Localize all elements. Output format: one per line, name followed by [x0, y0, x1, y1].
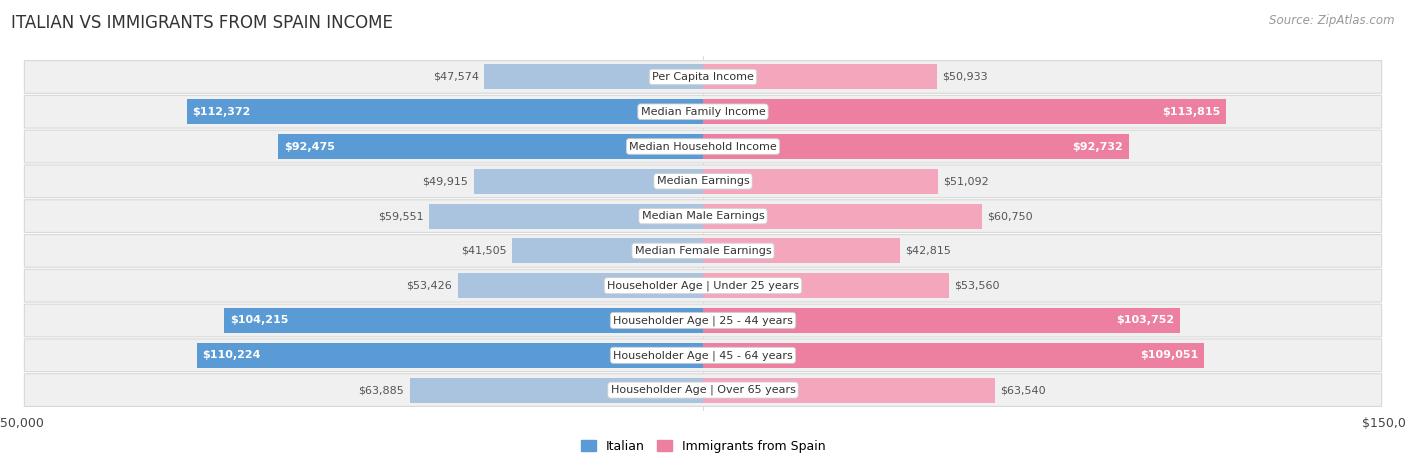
- Bar: [703, 204, 981, 229]
- FancyBboxPatch shape: [24, 374, 1382, 406]
- Text: ITALIAN VS IMMIGRANTS FROM SPAIN INCOME: ITALIAN VS IMMIGRANTS FROM SPAIN INCOME: [11, 14, 394, 32]
- FancyBboxPatch shape: [24, 130, 1382, 163]
- Bar: [703, 308, 1180, 333]
- Text: Source: ZipAtlas.com: Source: ZipAtlas.com: [1270, 14, 1395, 27]
- Bar: [703, 238, 900, 263]
- Text: $92,732: $92,732: [1073, 142, 1123, 151]
- FancyBboxPatch shape: [24, 61, 1382, 93]
- Text: $63,540: $63,540: [1000, 385, 1046, 395]
- FancyBboxPatch shape: [24, 234, 1382, 267]
- Bar: [485, 64, 703, 90]
- Bar: [703, 377, 995, 403]
- Text: $103,752: $103,752: [1116, 316, 1174, 325]
- Bar: [703, 64, 936, 90]
- FancyBboxPatch shape: [24, 165, 1382, 198]
- Text: $53,560: $53,560: [955, 281, 1000, 290]
- Text: Median Earnings: Median Earnings: [657, 177, 749, 186]
- Text: $92,475: $92,475: [284, 142, 335, 151]
- Text: $112,372: $112,372: [193, 107, 250, 117]
- Text: $110,224: $110,224: [202, 350, 260, 360]
- Bar: [703, 273, 949, 298]
- Bar: [512, 238, 703, 263]
- Bar: [703, 169, 938, 194]
- Bar: [409, 377, 703, 403]
- Bar: [474, 169, 703, 194]
- FancyBboxPatch shape: [24, 269, 1382, 302]
- Bar: [225, 308, 703, 333]
- Text: $51,092: $51,092: [943, 177, 988, 186]
- Bar: [703, 134, 1129, 159]
- Text: Median Female Earnings: Median Female Earnings: [634, 246, 772, 256]
- Bar: [187, 99, 703, 124]
- Text: $109,051: $109,051: [1140, 350, 1198, 360]
- Text: Per Capita Income: Per Capita Income: [652, 72, 754, 82]
- Text: $63,885: $63,885: [359, 385, 404, 395]
- Text: $47,574: $47,574: [433, 72, 479, 82]
- Bar: [197, 343, 703, 368]
- FancyBboxPatch shape: [24, 95, 1382, 128]
- Text: Median Household Income: Median Household Income: [628, 142, 778, 151]
- Text: $104,215: $104,215: [229, 316, 288, 325]
- Text: Householder Age | 45 - 64 years: Householder Age | 45 - 64 years: [613, 350, 793, 361]
- Text: $60,750: $60,750: [987, 211, 1033, 221]
- Text: Householder Age | Over 65 years: Householder Age | Over 65 years: [610, 385, 796, 396]
- Text: $41,505: $41,505: [461, 246, 506, 256]
- Text: $42,815: $42,815: [905, 246, 950, 256]
- Text: Median Family Income: Median Family Income: [641, 107, 765, 117]
- Text: Median Male Earnings: Median Male Earnings: [641, 211, 765, 221]
- Text: $49,915: $49,915: [422, 177, 468, 186]
- Bar: [278, 134, 703, 159]
- Text: Householder Age | 25 - 44 years: Householder Age | 25 - 44 years: [613, 315, 793, 326]
- Text: Householder Age | Under 25 years: Householder Age | Under 25 years: [607, 281, 799, 291]
- Text: $53,426: $53,426: [406, 281, 453, 290]
- Bar: [429, 204, 703, 229]
- FancyBboxPatch shape: [24, 339, 1382, 372]
- Text: $59,551: $59,551: [378, 211, 425, 221]
- Bar: [457, 273, 703, 298]
- Legend: Italian, Immigrants from Spain: Italian, Immigrants from Spain: [575, 435, 831, 458]
- FancyBboxPatch shape: [24, 304, 1382, 337]
- Text: $113,815: $113,815: [1161, 107, 1220, 117]
- Bar: [703, 99, 1226, 124]
- FancyBboxPatch shape: [24, 200, 1382, 233]
- Text: $50,933: $50,933: [942, 72, 988, 82]
- Bar: [703, 343, 1204, 368]
